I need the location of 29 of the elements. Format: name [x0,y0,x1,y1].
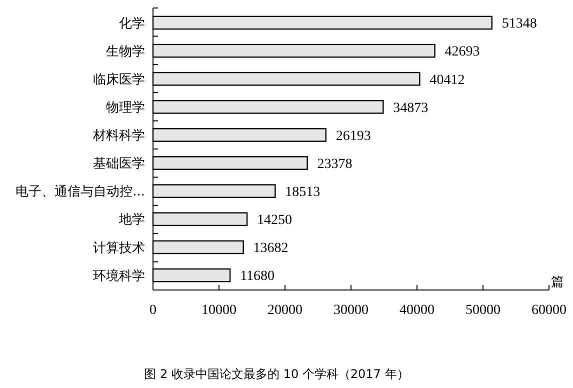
y-tick-label: 环境科学 [93,268,145,284]
y-tick-label: 化学 [119,16,145,32]
x-tick-label: 60000 [532,303,566,318]
data-label: 34873 [393,100,428,116]
y-tick-label: 基础医学 [93,156,145,172]
data-label: 18513 [285,184,320,200]
y-tick-label: 材料科学 [92,128,145,144]
data-label: 51348 [502,16,537,32]
y-tick-label: 物理学 [106,100,145,116]
data-label: 23378 [317,156,352,172]
data-label: 11680 [240,269,275,284]
x-tick-label: 20000 [268,303,302,318]
x-axis-title: 篇 [551,275,564,290]
x-tick-label: 50000 [466,303,500,318]
data-label: 13682 [253,241,288,256]
x-tick-label: 40000 [400,303,434,318]
text: 图 2 收录中国论文最多的 10 个学科（2017 年） [144,367,409,381]
x-tick-label: 30000 [334,303,368,318]
y-tick-label: 生物学 [106,44,145,60]
data-label: 14250 [257,213,292,228]
y-tick-label: 临床医学 [93,72,145,88]
x-tick-label: 10000 [202,303,236,318]
y-tick-label: 地学 [118,212,145,228]
data-label: 26193 [336,128,371,144]
y-tick-label: 电子、通信与自动控... [16,184,145,200]
x-tick-label: 0 [150,303,156,318]
data-label: 40412 [430,72,465,88]
y-tick-label: 计算技术 [93,240,145,256]
data-label: 42693 [444,44,480,60]
